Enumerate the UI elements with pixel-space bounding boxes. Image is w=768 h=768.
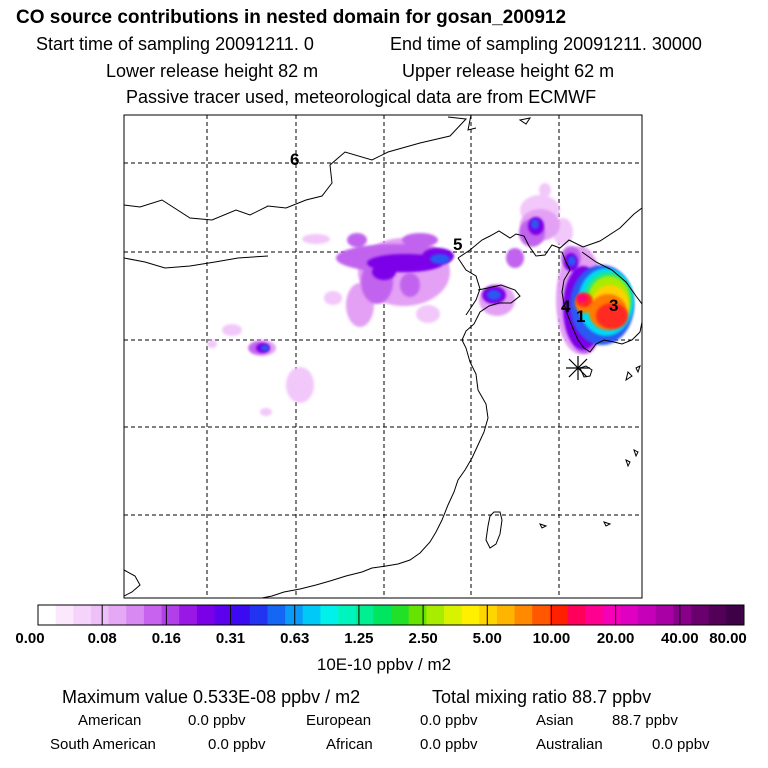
colorbar-tick-label: 0.08 xyxy=(87,630,117,647)
marker-label-6: 6 xyxy=(290,150,299,169)
marker-label-4: 4 xyxy=(561,297,571,316)
colorbar-swatch xyxy=(320,605,339,625)
colorbar-swatch xyxy=(126,605,145,625)
map-area xyxy=(124,115,642,598)
colorbar-swatch xyxy=(338,605,357,625)
american-value: 0.0 ppbv xyxy=(188,712,246,729)
colorbar-units: 10E-10 ppbv / m2 xyxy=(316,655,452,674)
colorbar-swatch xyxy=(302,605,321,625)
marker-label-5: 5 xyxy=(453,235,462,254)
colorbar-tick-label: 0.31 xyxy=(215,630,246,647)
colorbar-swatch xyxy=(179,605,198,625)
lat-lon-grid xyxy=(124,115,642,598)
colorbar-tick-label: 5.00 xyxy=(472,630,502,647)
total-mixing-ratio-text: Total mixing ratio 88.7 ppbv xyxy=(432,687,652,707)
colorbar-swatch xyxy=(267,605,286,625)
colorbar-swatch xyxy=(514,605,533,625)
colorbar-tick-label: 40.00 xyxy=(661,630,699,647)
colorbar-swatch xyxy=(73,605,92,625)
colorbar-swatch xyxy=(408,605,427,625)
release-lower-text: Lower release height 82 m xyxy=(106,61,319,81)
map-title: CO source contributions in nested domain… xyxy=(16,7,567,28)
colorbar-swatch xyxy=(532,605,551,625)
colorbar-swatch xyxy=(638,605,657,625)
release-upper-text: Upper release height 62 m xyxy=(402,61,615,81)
colorbar-tick-label: 2.50 xyxy=(408,630,438,647)
colorbar-swatch xyxy=(373,605,392,625)
colorbar-swatch xyxy=(708,605,727,625)
colorbar xyxy=(37,604,745,626)
colorbar-swatch xyxy=(232,605,251,625)
colorbar-swatch xyxy=(602,605,621,625)
european-value: 0.0 ppbv xyxy=(420,712,478,729)
maximum-value-text: Maximum value 0.533E-08 ppbv / m2 xyxy=(62,687,361,707)
colorbar-tick-label: 0.63 xyxy=(280,630,310,647)
map-frame xyxy=(123,114,643,599)
colorbar-swatch xyxy=(585,605,604,625)
asian-label: Asian xyxy=(536,712,574,729)
south-american-value: 0.0 ppbv xyxy=(208,736,266,753)
colorbar-swatch xyxy=(90,605,109,625)
sampling-start-text: Start time of sampling 20091211. 0 xyxy=(36,34,314,54)
australian-label: Australian xyxy=(536,736,603,753)
colorbar-tick-label: 1.25 xyxy=(344,630,374,647)
marker-label-1: 1 xyxy=(576,307,585,326)
american-label: American xyxy=(78,712,142,729)
colorbar-swatch xyxy=(249,605,268,625)
colorbar-tick-label: 0.00 xyxy=(15,630,45,647)
colorbar-swatch xyxy=(143,605,162,625)
colorbar-swatch xyxy=(55,605,74,625)
colorbar-swatch xyxy=(549,605,568,625)
colorbar-swatch xyxy=(567,605,586,625)
colorbar-swatch xyxy=(496,605,515,625)
sampling-end-text: End time of sampling 20091211. 30000 xyxy=(390,34,702,54)
colorbar-swatch xyxy=(214,605,233,625)
colorbar-swatch xyxy=(355,605,374,625)
asian-value: 88.7 ppbv xyxy=(612,712,678,729)
colorbar-swatch xyxy=(726,605,745,625)
star-marker-icon xyxy=(566,356,590,380)
colorbar-swatch xyxy=(108,605,127,625)
colorbar-swatch xyxy=(161,605,180,625)
european-label: European xyxy=(306,712,372,729)
african-label: African xyxy=(326,736,373,753)
colorbar-tick-label: 10.00 xyxy=(532,630,571,647)
colorbar-swatch xyxy=(38,605,57,625)
tracer-note-text: Passive tracer used, meteorological data… xyxy=(126,87,597,107)
colorbar-swatch xyxy=(620,605,639,625)
colorbar-swatch xyxy=(691,605,710,625)
colorbar-swatch xyxy=(461,605,480,625)
coastline-boundaries xyxy=(124,115,642,598)
colorbar-tick-label: 20.00 xyxy=(596,630,635,647)
marker-label-3: 3 xyxy=(609,296,618,315)
african-value: 0.0 ppbv xyxy=(420,736,478,753)
australian-value: 0.0 ppbv xyxy=(652,736,710,753)
colorbar-swatch xyxy=(196,605,215,625)
colorbar-swatch xyxy=(443,605,462,625)
colorbar-swatch xyxy=(285,605,304,625)
south-american-label: South American xyxy=(50,736,156,753)
colorbar-swatch xyxy=(391,605,410,625)
colorbar-swatch xyxy=(479,605,498,625)
colorbar-tick-label: 80.00 xyxy=(709,630,747,647)
colorbar-swatch xyxy=(673,605,692,625)
colorbar-swatch xyxy=(655,605,674,625)
colorbar-tick-label: 0.16 xyxy=(151,630,181,647)
colorbar-frame xyxy=(37,604,745,626)
colorbar-swatch xyxy=(426,605,445,625)
